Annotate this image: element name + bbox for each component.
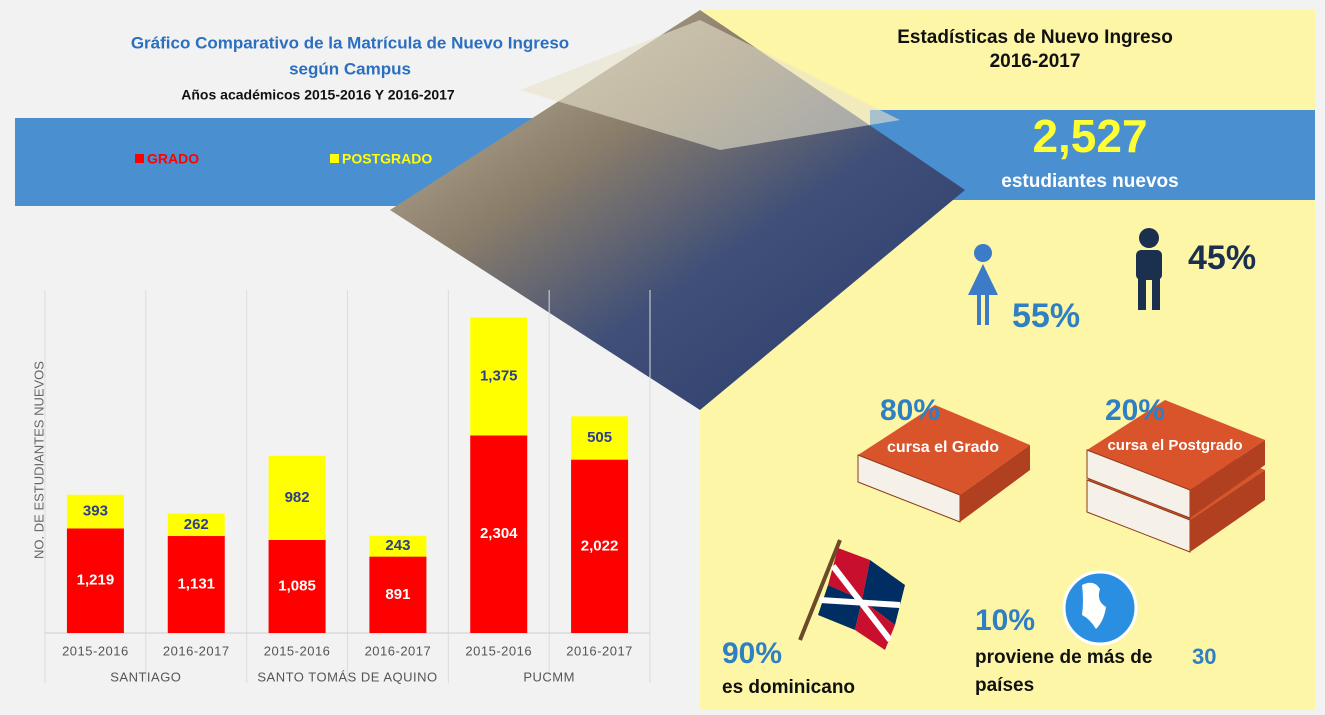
women-pct: 55% <box>1012 297 1080 335</box>
legend-swatch <box>330 154 339 163</box>
bar-segment <box>66 494 124 529</box>
value-label: 505 <box>587 429 612 446</box>
chart: GRADO POSTGRADO 2015-2016 1,219 393 2016-2017… <box>44 151 651 684</box>
man-icon <box>1136 228 1162 310</box>
value-label: 243 <box>385 537 410 554</box>
foreign-unit: países <box>975 675 1034 696</box>
legend-swatch <box>135 154 144 163</box>
dominican-pct: 90% <box>722 637 782 670</box>
x-tick-label: 2015-2016 <box>62 643 129 658</box>
value-label: 1,375 <box>480 367 518 384</box>
chart-title: Gráfico Comparativo de la Matrícula de N… <box>131 33 569 52</box>
value-label: 982 <box>285 489 310 506</box>
bar-segment <box>268 539 326 633</box>
postgrado-pct: 20% <box>1105 394 1165 427</box>
stats-title: Estadísticas de Nuevo Ingreso <box>897 27 1173 48</box>
x-tick-label: 2015-2016 <box>465 643 532 658</box>
books-icon <box>1086 400 1265 553</box>
postgrado-label: cursa el Postgrado <box>1107 437 1242 454</box>
foreign-pct: 10% <box>975 604 1035 637</box>
x-tick-label: 2015-2016 <box>264 643 331 658</box>
bar-segment <box>167 536 225 633</box>
y-axis-label: NO. DE ESTUDIANTES NUEVOS <box>31 361 46 559</box>
men-pct: 45% <box>1188 239 1256 277</box>
foreign-count: 30 <box>1192 644 1216 669</box>
woman-icon <box>968 244 998 325</box>
group-label: SANTIAGO <box>110 669 181 684</box>
bar-segment <box>470 317 528 436</box>
globe-icon <box>1062 570 1138 646</box>
total: 2,527 <box>1032 110 1147 162</box>
bar-segment <box>571 459 629 633</box>
value-label: 393 <box>83 503 108 520</box>
bar-segment <box>571 416 629 460</box>
bar-segment <box>369 535 427 557</box>
bar-segment <box>470 435 528 633</box>
value-label: 1,219 <box>77 572 115 589</box>
grado-pct: 80% <box>880 394 940 427</box>
group-label: PUCMM <box>523 669 575 684</box>
bar-segment <box>369 556 427 633</box>
x-tick-label: 2016-2017 <box>163 643 230 658</box>
value-label: 2,022 <box>581 537 619 554</box>
x-tick-label: 2016-2017 <box>566 643 633 658</box>
value-label: 891 <box>385 586 410 603</box>
foreign-label: proviene de más de <box>975 647 1152 668</box>
group-label: SANTO TOMÁS DE AQUINO <box>257 669 437 684</box>
value-label: 2,304 <box>480 525 518 542</box>
photo-roof <box>520 20 900 150</box>
legend-label: GRADO <box>147 151 199 167</box>
x-tick-label: 2016-2017 <box>365 643 432 658</box>
flag-icon <box>798 539 905 650</box>
bar-segment <box>167 513 225 537</box>
legend-label: POSTGRADO <box>342 151 432 167</box>
bar-segment <box>268 455 326 540</box>
value-label: 262 <box>184 516 209 533</box>
stats-years: 2016-2017 <box>990 51 1081 72</box>
value-label: 1,085 <box>278 577 316 594</box>
total-label: estudiantes nuevos <box>1001 171 1178 192</box>
dominican-label: es dominicano <box>722 677 855 698</box>
value-label: 1,131 <box>177 575 215 592</box>
chart-subtitle: según Campus <box>289 59 411 78</box>
chart-note: Años académicos 2015-2016 Y 2016-2017 <box>181 87 455 103</box>
grado-label: cursa el Grado <box>887 439 999 456</box>
bar-segment <box>66 528 124 633</box>
book-icon <box>857 405 1030 523</box>
